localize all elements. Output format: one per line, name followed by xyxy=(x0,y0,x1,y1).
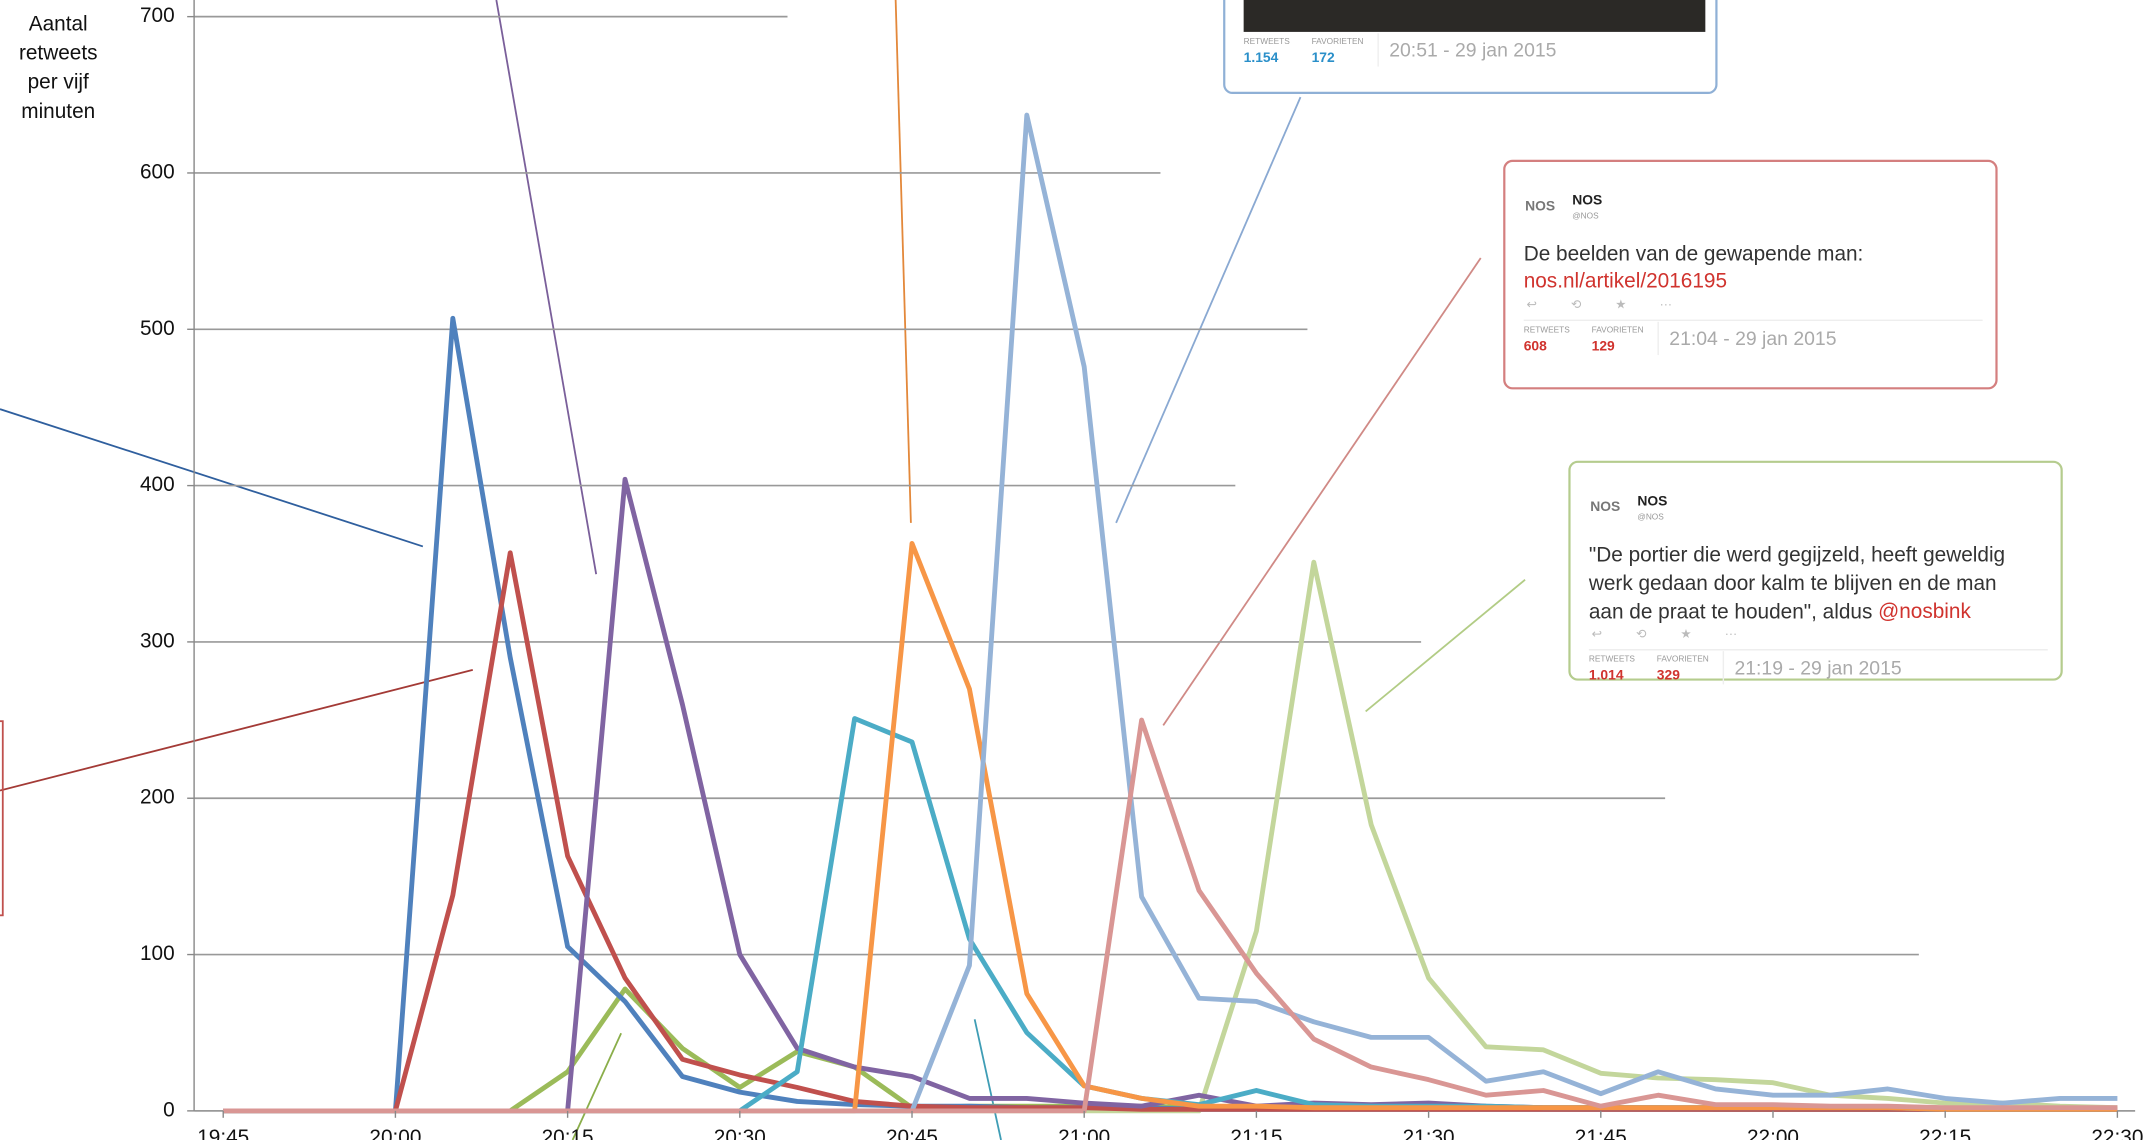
tweet-image xyxy=(1243,0,1706,32)
x-tick-label: 19:45 xyxy=(197,1126,249,1140)
retweets-count: 1.154 xyxy=(1244,49,1279,65)
action-icon: ★ xyxy=(1680,627,1691,641)
y-tick-label: 0 xyxy=(163,1098,175,1121)
account-handle: @NOS xyxy=(1637,511,1664,521)
tweet-link: nos.nl/artikel/2016195 xyxy=(1524,270,1727,293)
series-line xyxy=(223,716,2118,1114)
x-tick-label: 21:30 xyxy=(1403,1126,1455,1140)
y-tick-label: 100 xyxy=(140,942,175,965)
action-icon: ⟲ xyxy=(1571,297,1581,311)
y-axis-label: retweets xyxy=(19,42,98,65)
tweet-time: 21:04 - 29 jan 2015 xyxy=(1669,328,1836,350)
action-icon: ↩ xyxy=(1526,297,1536,311)
offscreen-card-edge xyxy=(0,720,4,917)
series-lines xyxy=(223,112,2118,1114)
card-frame xyxy=(1503,159,1998,390)
tweet-time: 21:19 - 29 jan 2015 xyxy=(1734,657,1901,679)
retweets-count: 608 xyxy=(1524,337,1547,353)
y-tick-label: 700 xyxy=(140,4,175,27)
y-tick-label: 600 xyxy=(140,160,175,183)
action-icon: ⟲ xyxy=(1636,627,1646,641)
y-tick-label: 500 xyxy=(140,317,175,340)
leader-line xyxy=(1365,579,1526,713)
action-icon: ··· xyxy=(1725,627,1737,641)
y-tick-label: 400 xyxy=(140,473,175,496)
tweet-text: werk gedaan door kalm te blijven en de m… xyxy=(1588,572,1997,595)
x-tick-label: 20:45 xyxy=(886,1126,938,1140)
favorites-label: FAVORIETEN xyxy=(1657,654,1709,664)
action-icon: ★ xyxy=(1615,297,1626,311)
y-tick-label: 300 xyxy=(140,629,175,652)
retweets-label: RETWEETS xyxy=(1244,36,1291,46)
account-name: NOS xyxy=(1572,192,1602,208)
tweet-cards: RETWEETS 1.154 FAVORIETEN 172 20:51 - 29 jan… xyxy=(1223,0,2063,685)
tweet-card: RETWEETS 1.154 FAVORIETEN 172 20:51 - 29 jan… xyxy=(1223,0,1718,95)
leader-line xyxy=(571,1032,622,1140)
leader-line xyxy=(1115,96,1302,524)
x-tick-label: 22:30 xyxy=(2091,1126,2143,1140)
tweet-text: "De portier die werd gegijzeld, heeft ge… xyxy=(1589,544,2005,567)
y-axis-label: per vijf xyxy=(28,71,89,94)
logo: NOS xyxy=(1590,498,1620,514)
x-tick-label: 21:45 xyxy=(1575,1126,1627,1140)
tweet-time: 20:51 - 29 jan 2015 xyxy=(1389,39,1556,61)
account-name: NOS xyxy=(1637,493,1667,509)
tweet-link: @nosbink xyxy=(1878,600,1971,623)
logo: NOS xyxy=(1525,197,1555,213)
x-tick-label: 22:15 xyxy=(1919,1126,1971,1140)
tweet-card: NOS NOS @NOS "De portier die werd gegijzeld… xyxy=(1568,460,2063,685)
account-handle: @NOS xyxy=(1572,211,1599,221)
favorites-count: 172 xyxy=(1312,49,1335,65)
card-frame xyxy=(1568,460,2063,681)
action-icon: ↩ xyxy=(1592,627,1602,641)
leader-line xyxy=(0,408,424,548)
retweets-label: RETWEETS xyxy=(1589,654,1636,664)
x-tick-label: 20:00 xyxy=(369,1126,421,1140)
y-tick-label: 200 xyxy=(140,786,175,809)
tweet-text: De beelden van de gewapende man: xyxy=(1524,243,1864,266)
favorites-label: FAVORIETEN xyxy=(1592,324,1644,334)
favorites-count: 129 xyxy=(1592,337,1615,353)
leader-line xyxy=(0,668,474,792)
leader-line xyxy=(973,1019,1002,1140)
tweet-card: NOS NOS @NOS De beelden van de gewapende ma… xyxy=(1503,159,1998,390)
favorites-label: FAVORIETEN xyxy=(1312,36,1364,46)
y-axis-label: minuten xyxy=(21,100,95,123)
x-tick-label: 21:00 xyxy=(1058,1126,1110,1140)
retweets-count: 1.014 xyxy=(1589,667,1624,683)
x-tick-label: 22:00 xyxy=(1747,1126,1799,1140)
series-line xyxy=(223,717,2118,1114)
y-axis-label: Aantal xyxy=(29,12,88,35)
favorites-count: 329 xyxy=(1657,667,1680,683)
tweet-text: aan de praat te houden", aldus @nosbink xyxy=(1589,600,1972,623)
x-tick-label: 20:30 xyxy=(714,1126,766,1140)
x-tick-label: 21:15 xyxy=(1230,1126,1282,1140)
retweets-label: RETWEETS xyxy=(1524,324,1571,334)
leader-line xyxy=(495,0,598,575)
x-tick-label: 20:15 xyxy=(542,1126,594,1140)
leader-line xyxy=(1162,257,1482,726)
action-icon: ··· xyxy=(1660,297,1672,311)
axes: Aantal retweets per vijf minuten 0 100 200 300 4… xyxy=(19,0,2143,1140)
leader-lines xyxy=(0,0,1526,1140)
leader-line xyxy=(894,0,912,523)
